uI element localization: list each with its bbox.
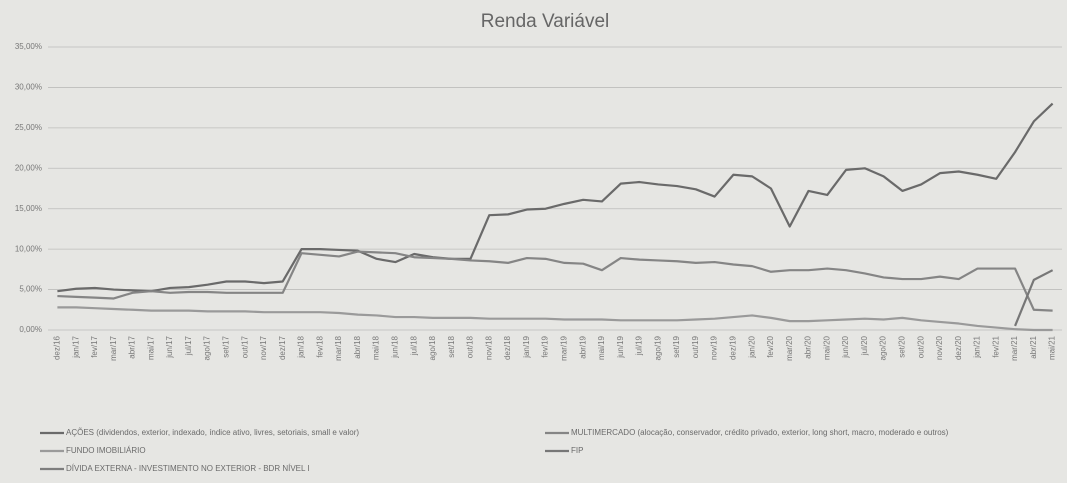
x-tick-label: abr/20 <box>804 335 813 358</box>
legend-label: FUNDO IMOBILIÁRIO <box>66 446 146 455</box>
y-tick-label: 0,00% <box>19 325 42 334</box>
y-tick-label: 5,00% <box>19 285 42 294</box>
x-tick-label: mar/17 <box>109 335 118 360</box>
x-tick-label: ago/20 <box>879 335 888 360</box>
series-line <box>1014 269 1054 327</box>
x-tick-label: out/19 <box>691 335 700 358</box>
x-tick-label: fev/19 <box>541 335 550 357</box>
x-tick-label: abr/18 <box>353 335 362 358</box>
x-tick-label: abr/21 <box>1029 335 1038 358</box>
x-tick-label: mar/19 <box>559 335 568 360</box>
x-tick-label: fev/18 <box>315 335 324 357</box>
x-tick-label: set/18 <box>447 335 456 357</box>
x-tick-label: jul/19 <box>635 335 644 356</box>
x-tick-label: jun/18 <box>390 335 399 358</box>
series-line <box>57 250 1053 312</box>
y-tick-label: 35,00% <box>15 42 42 51</box>
x-tick-label: jan/20 <box>747 335 756 358</box>
x-tick-label: dez/17 <box>278 335 287 360</box>
x-tick-label: out/20 <box>916 335 925 358</box>
legend-label: DÍVIDA EXTERNA - INVESTIMENTO NO EXTERIO… <box>66 464 310 473</box>
x-tick-label: abr/19 <box>578 335 587 358</box>
x-tick-label: dez/16 <box>52 335 61 360</box>
x-tick-label: nov/17 <box>259 335 268 360</box>
x-tick-label: jun/19 <box>616 335 625 358</box>
legend-label: MULTIMERCADO (alocação, conservador, cré… <box>571 428 949 437</box>
x-tick-label: mar/21 <box>1010 335 1019 360</box>
chart-title: Renda Variável <box>481 11 610 32</box>
x-tick-label: mai/21 <box>1048 335 1057 360</box>
x-tick-label: jun/17 <box>165 335 174 358</box>
x-tick-label: mai/20 <box>822 335 831 360</box>
x-tick-label: mai/19 <box>597 335 606 360</box>
x-tick-label: jul/20 <box>860 335 869 356</box>
x-tick-label: fev/21 <box>991 335 1000 357</box>
x-tick-label: jul/17 <box>184 335 193 356</box>
x-tick-label: mai/17 <box>146 335 155 360</box>
y-tick-label: 25,00% <box>15 123 42 132</box>
series-line <box>57 102 1054 293</box>
x-tick-label: set/17 <box>221 335 230 357</box>
y-tick-label: 15,00% <box>15 204 42 213</box>
y-tick-label: 30,00% <box>15 83 42 92</box>
x-tick-label: fev/17 <box>90 335 99 357</box>
x-tick-label: nov/19 <box>710 335 719 360</box>
x-tick-label: jun/20 <box>841 335 850 358</box>
series-line <box>57 306 1053 332</box>
x-tick-label: nov/18 <box>484 335 493 360</box>
x-tick-label: abr/17 <box>128 335 137 358</box>
x-tick-label: jul/18 <box>409 335 418 356</box>
legend-label: FIP <box>571 446 583 455</box>
x-tick-label: jan/19 <box>522 335 531 358</box>
x-tick-label: set/20 <box>897 335 906 357</box>
x-tick-label: set/19 <box>672 335 681 357</box>
x-tick-label: dez/19 <box>728 335 737 360</box>
x-tick-label: mar/18 <box>334 335 343 360</box>
x-tick-label: dez/20 <box>954 335 963 360</box>
x-tick-label: jan/18 <box>297 335 306 358</box>
x-tick-label: out/18 <box>466 335 475 358</box>
x-tick-label: mai/18 <box>372 335 381 360</box>
x-tick-label: ago/19 <box>653 335 662 360</box>
legend-label: AÇÕES (dividendos, exterior, indexado, í… <box>66 428 359 437</box>
y-tick-label: 20,00% <box>15 163 42 172</box>
x-tick-label: jan/21 <box>973 335 982 358</box>
x-tick-label: dez/18 <box>503 335 512 360</box>
x-tick-label: nov/20 <box>935 335 944 360</box>
x-tick-label: out/17 <box>240 335 249 358</box>
x-tick-label: ago/18 <box>428 335 437 360</box>
x-tick-label: mar/20 <box>785 335 794 360</box>
x-tick-label: jan/17 <box>71 335 80 358</box>
x-tick-label: ago/17 <box>203 335 212 360</box>
x-tick-label: fev/20 <box>766 335 775 357</box>
y-tick-label: 10,00% <box>15 244 42 253</box>
